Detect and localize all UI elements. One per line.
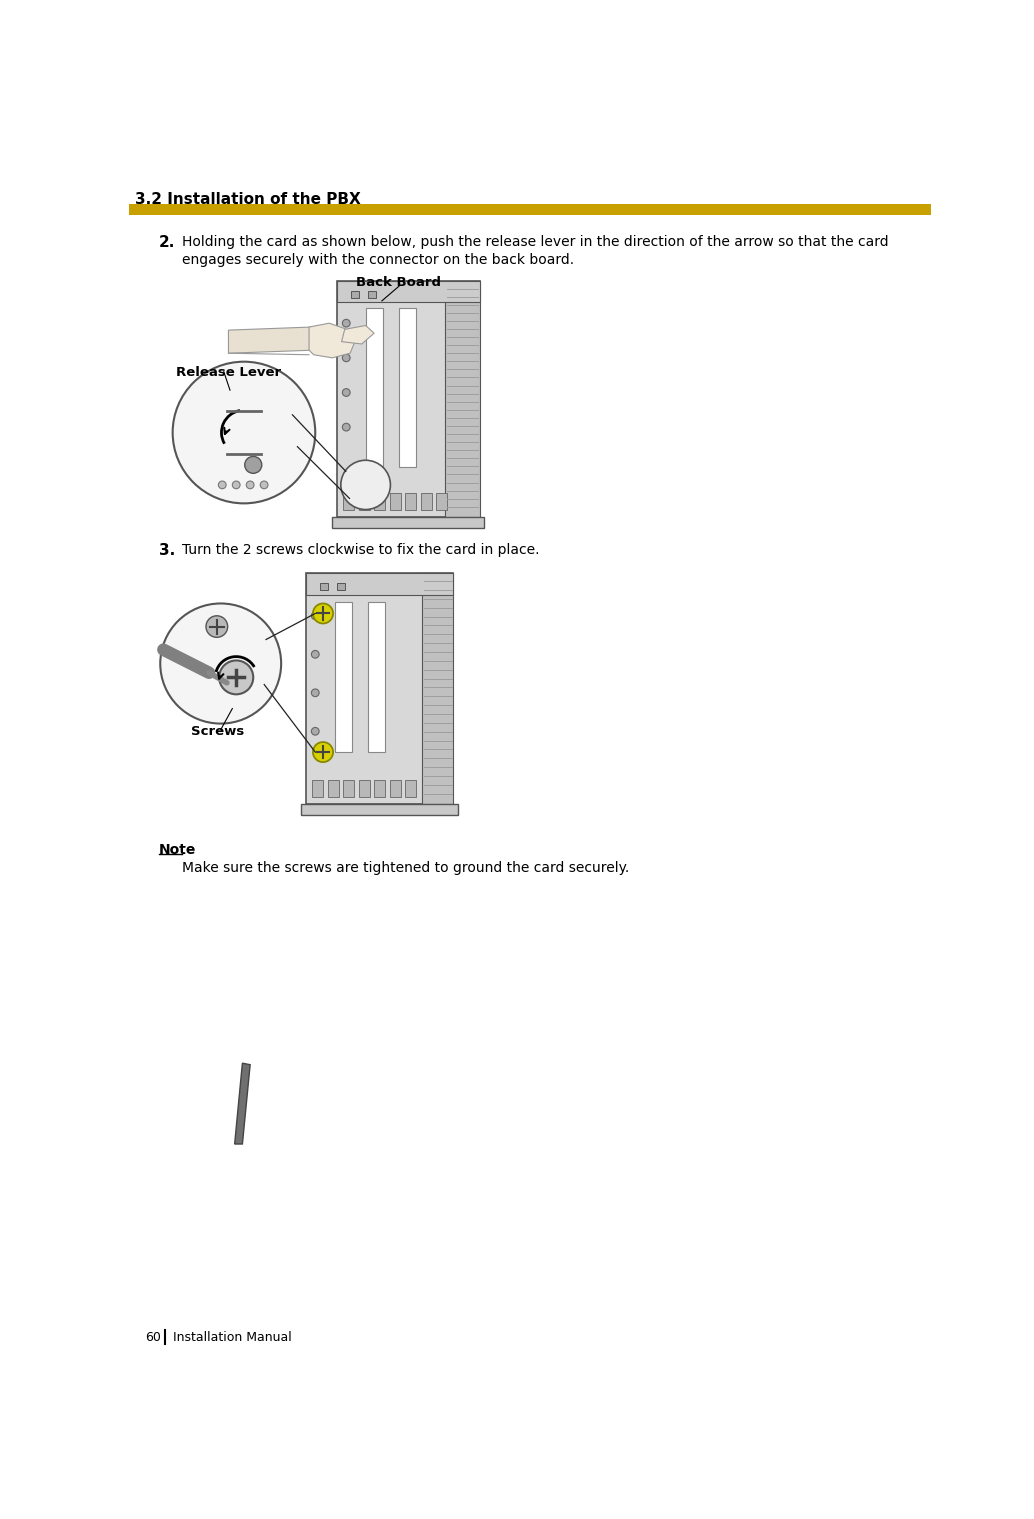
Bar xyxy=(335,602,353,752)
Text: Installation Manual: Installation Manual xyxy=(173,1331,292,1344)
Bar xyxy=(343,492,354,509)
Circle shape xyxy=(311,612,320,620)
Bar xyxy=(366,308,384,468)
Circle shape xyxy=(342,319,351,327)
Polygon shape xyxy=(229,327,313,354)
Bar xyxy=(129,204,931,214)
Polygon shape xyxy=(309,324,356,358)
Bar xyxy=(306,574,453,595)
Bar xyxy=(436,492,447,509)
Text: Make sure the screws are tightened to ground the card securely.: Make sure the screws are tightened to gr… xyxy=(182,861,630,875)
Polygon shape xyxy=(341,325,374,343)
Bar xyxy=(351,290,360,298)
Circle shape xyxy=(313,603,333,623)
Bar xyxy=(328,779,338,797)
Bar xyxy=(405,779,416,797)
Bar xyxy=(399,308,416,468)
Circle shape xyxy=(342,389,351,396)
Bar xyxy=(320,583,329,591)
Bar xyxy=(421,492,431,509)
Circle shape xyxy=(261,482,268,489)
Bar xyxy=(301,805,458,816)
Text: Turn the 2 screws clockwise to fix the card in place.: Turn the 2 screws clockwise to fix the c… xyxy=(182,542,540,556)
Text: 3.: 3. xyxy=(158,542,175,557)
Bar xyxy=(343,779,354,797)
Bar xyxy=(337,281,480,518)
Bar xyxy=(312,779,323,797)
Circle shape xyxy=(342,424,351,431)
Circle shape xyxy=(219,661,253,694)
Bar xyxy=(446,281,480,518)
Bar xyxy=(374,492,385,509)
Bar xyxy=(405,492,416,509)
Circle shape xyxy=(311,690,320,697)
Bar xyxy=(306,574,453,805)
Text: Screws: Screws xyxy=(191,725,244,738)
Bar xyxy=(359,779,369,797)
Circle shape xyxy=(173,362,315,503)
Circle shape xyxy=(311,650,320,658)
Text: 3.2 Installation of the PBX: 3.2 Installation of the PBX xyxy=(135,191,361,207)
Text: Note: Note xyxy=(158,843,196,857)
Circle shape xyxy=(313,743,333,763)
Circle shape xyxy=(206,615,227,638)
Text: 60: 60 xyxy=(145,1331,160,1344)
Circle shape xyxy=(311,728,320,735)
Circle shape xyxy=(160,603,281,723)
Text: Holding the card as shown below, push the release lever in the direction of the : Holding the card as shown below, push th… xyxy=(182,234,888,267)
Bar xyxy=(422,574,453,805)
Bar xyxy=(337,281,480,302)
Text: 2.: 2. xyxy=(158,234,175,249)
Circle shape xyxy=(342,354,351,362)
Bar xyxy=(390,492,400,509)
Bar xyxy=(368,290,376,298)
Circle shape xyxy=(246,482,254,489)
Circle shape xyxy=(233,482,240,489)
Bar xyxy=(332,518,484,529)
Bar xyxy=(359,492,369,509)
Bar xyxy=(368,602,385,752)
Circle shape xyxy=(245,456,262,474)
Bar xyxy=(374,779,385,797)
Bar xyxy=(390,779,400,797)
Text: Release Lever: Release Lever xyxy=(176,366,281,378)
Circle shape xyxy=(341,460,391,509)
Polygon shape xyxy=(235,1063,250,1144)
Circle shape xyxy=(218,482,226,489)
Text: Back Board: Back Board xyxy=(357,276,442,289)
Bar xyxy=(337,583,345,591)
